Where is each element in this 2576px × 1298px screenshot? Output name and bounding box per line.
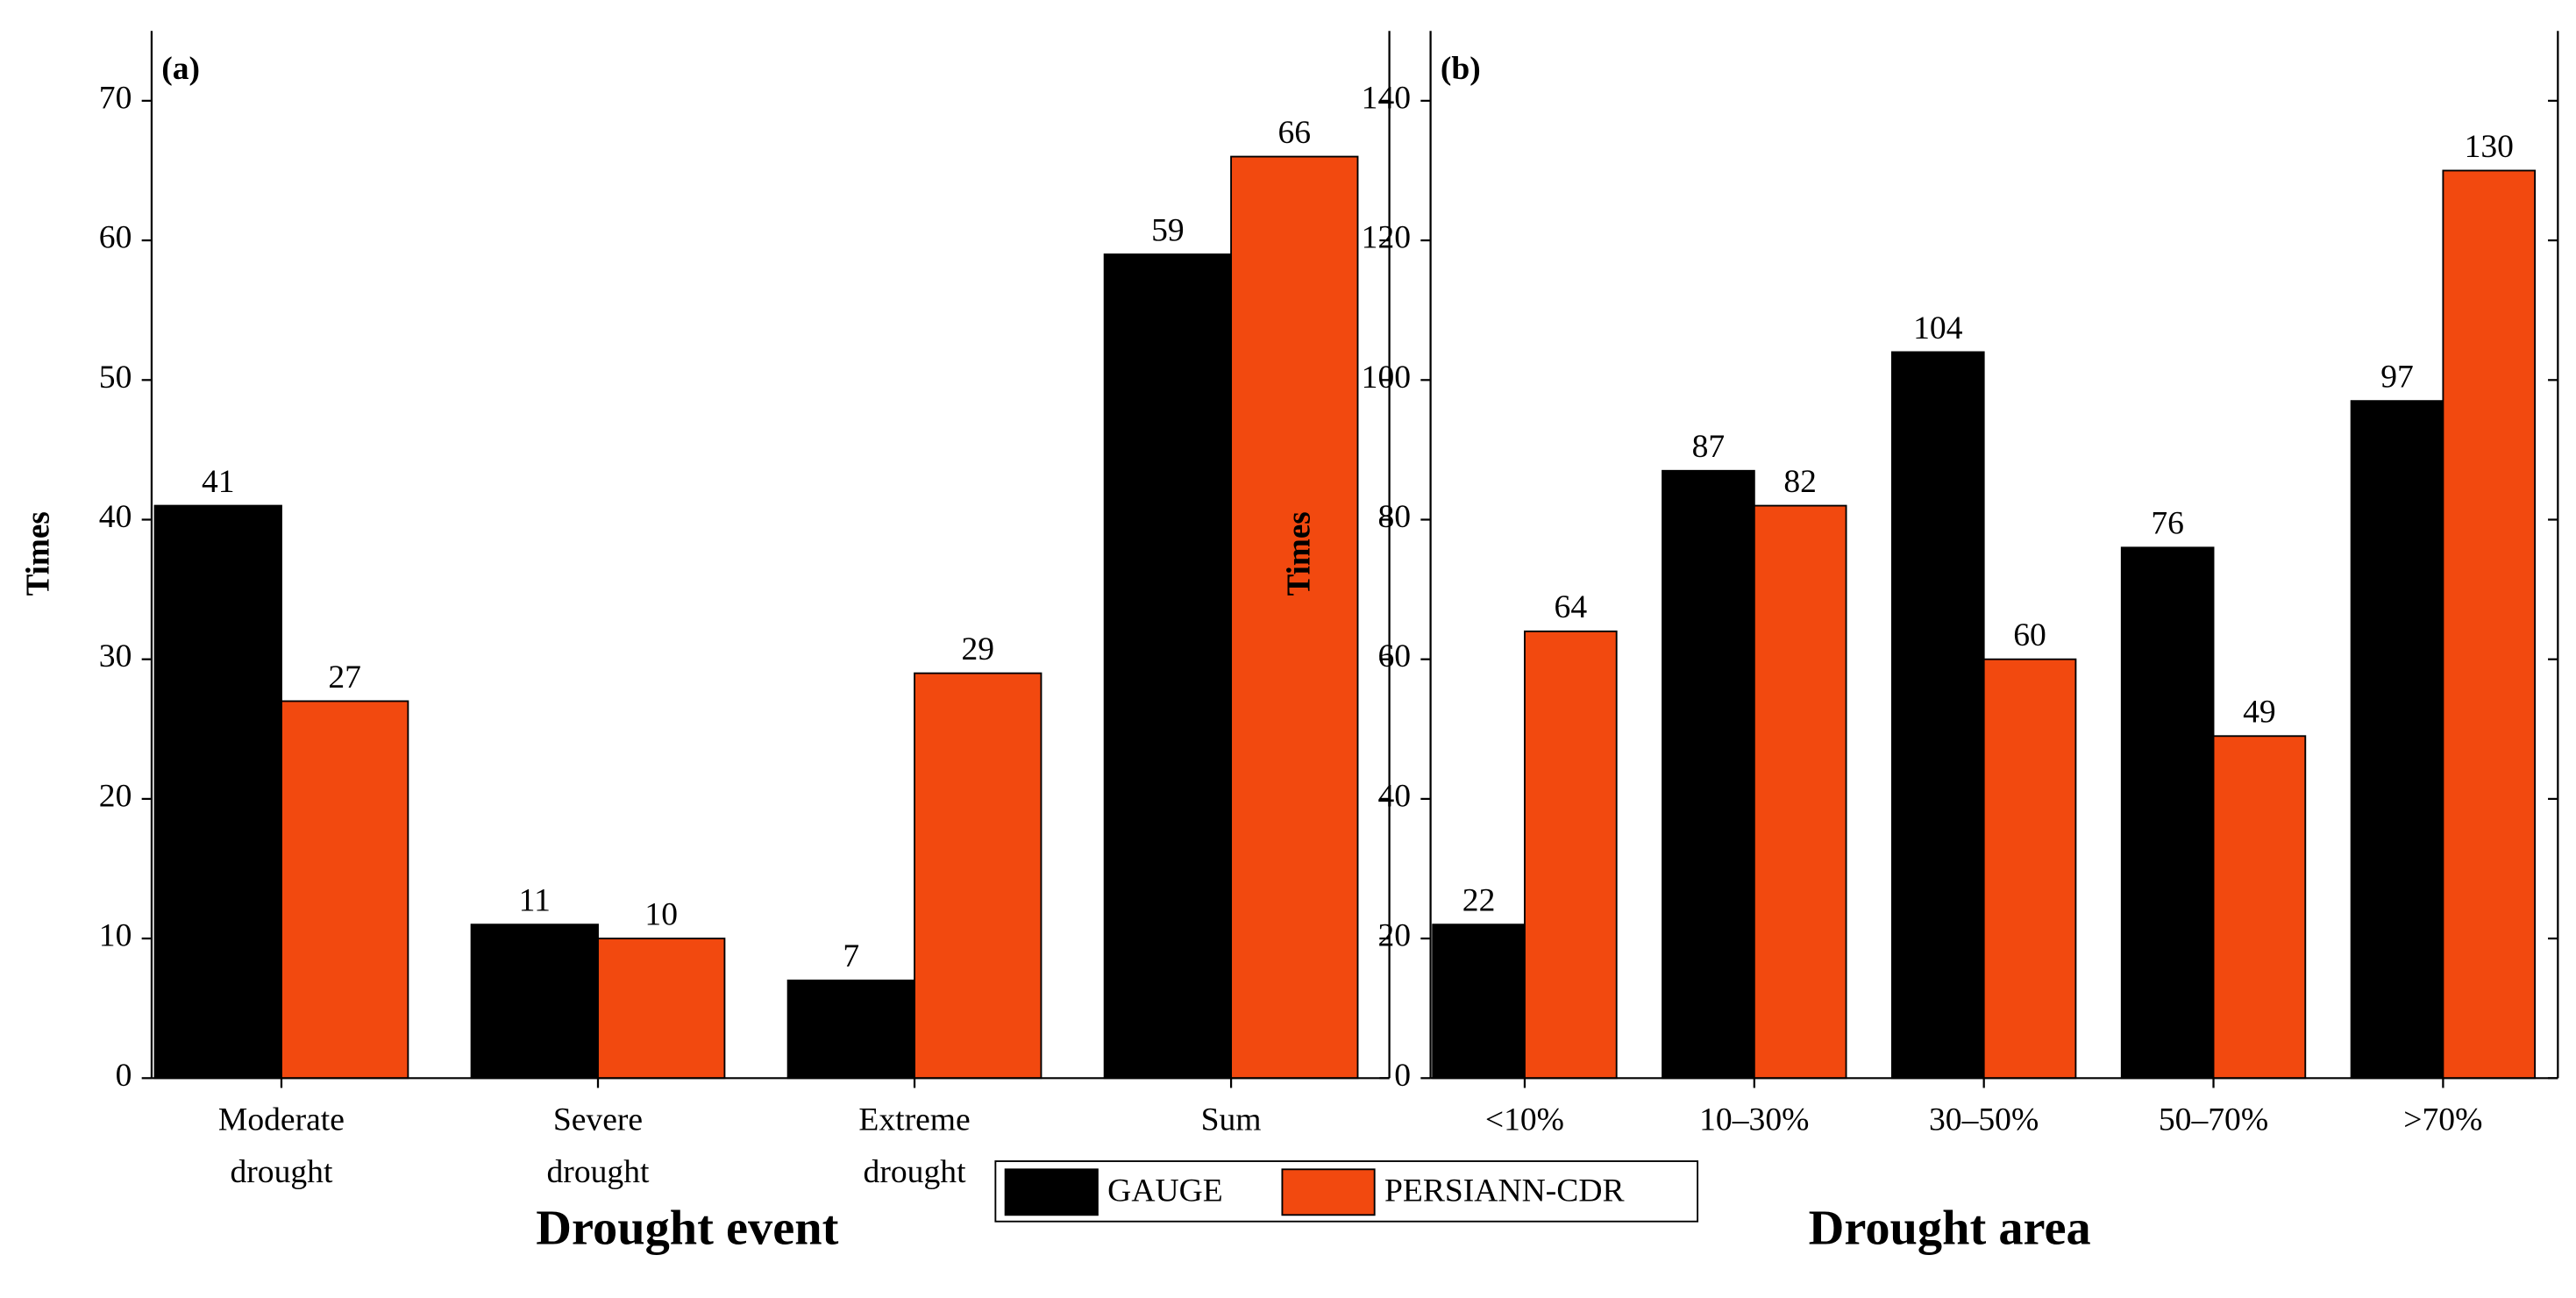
value-label: 11 [519,883,551,919]
y-tick-label: 60 [99,220,132,256]
bar [153,504,282,1080]
bar [597,938,726,1080]
value-label: 22 [1462,883,1496,919]
bar [2120,546,2215,1080]
value-label: 104 [1913,310,1963,346]
value-label: 7 [843,938,859,974]
value-label: 97 [2380,360,2414,396]
bar [2442,169,2537,1080]
bar [2212,735,2307,1080]
x-tick-label-box: 50–70% [2158,1102,2269,1139]
y-tick-label: 40 [99,499,132,535]
bar [1982,658,2077,1080]
value-label: 64 [1555,589,1588,625]
value-label: 29 [961,631,994,667]
bar [1753,504,1847,1080]
x-tick-label-box: <10% [1484,1102,1564,1139]
bar [914,672,1042,1080]
legend-label: GAUGE [1107,1173,1223,1209]
x-tick-label: Moderate drought [217,1102,345,1191]
x-tick-label-box: Moderate drought [217,1102,345,1191]
x-tick-label-box: Extreme drought [858,1102,971,1191]
y-tick-label: 50 [99,360,132,396]
value-label: 27 [328,660,361,695]
legend-swatch [1281,1168,1376,1216]
panel-label: (a) [161,51,200,87]
y-tick-label: 10 [99,918,132,954]
x-tick-label: 30–50% [1928,1102,2039,1139]
legend-swatch [1004,1168,1099,1216]
x-axis-title: Drought event [536,1202,838,1256]
x-tick-label: >70% [2403,1102,2483,1139]
y-axis-title: Times [1281,511,1317,596]
bar [470,924,599,1080]
x-tick-label-box: Severe drought [546,1102,650,1191]
value-label: 59 [1151,213,1185,249]
x-tick-label: Sum [1200,1102,1262,1139]
bar [1662,469,1755,1080]
x-tick-label: 50–70% [2158,1102,2269,1139]
x-tick-label: <10% [1484,1102,1564,1139]
bar [2350,400,2444,1080]
x-tick-label: Extreme drought [858,1102,971,1191]
value-label: 60 [2013,617,2046,653]
y-tick-label: 80 [1377,499,1411,535]
panel-label: (b) [1441,51,1481,87]
x-tick-label-box: 30–50% [1928,1102,2039,1139]
y-tick-label: 0 [1394,1058,1411,1094]
value-label: 10 [644,897,678,933]
y-tick-label: 70 [99,81,132,117]
x-tick-label: 10–30% [1699,1102,1810,1139]
value-label: 76 [2151,506,2184,542]
y-tick-label: 100 [1362,360,1411,396]
value-label: 87 [1692,429,1726,465]
x-tick-label-box: >70% [2403,1102,2483,1139]
bar [1432,924,1526,1080]
x-tick-label-box: 10–30% [1699,1102,1810,1139]
bar [281,700,409,1080]
y-tick-label: 140 [1362,81,1411,117]
bar [1524,630,1618,1080]
y-tick-label: 20 [99,779,132,815]
y-tick-label: 40 [1377,779,1411,815]
y-axis-title: Times [20,511,56,596]
value-label: 130 [2465,129,2514,165]
bar [1103,253,1233,1080]
y-tick-label: 60 [1377,638,1411,674]
bar [1230,155,1359,1080]
y-tick-label: 20 [1377,918,1411,954]
value-label: 41 [202,464,235,500]
value-label: 82 [1783,464,1817,500]
y-tick-label: 120 [1362,220,1411,256]
value-label: 66 [1277,115,1311,151]
y-tick-label: 0 [116,1058,132,1094]
y-tick-label: 30 [99,638,132,674]
bar [786,979,915,1080]
x-axis-title: Drought area [1809,1202,2091,1256]
bar [1890,351,1985,1080]
x-tick-label: Severe drought [546,1102,650,1191]
legend-label: PERSIANN-CDR [1384,1173,1625,1209]
x-tick-label-box: Sum [1200,1102,1262,1139]
value-label: 49 [2243,695,2276,731]
